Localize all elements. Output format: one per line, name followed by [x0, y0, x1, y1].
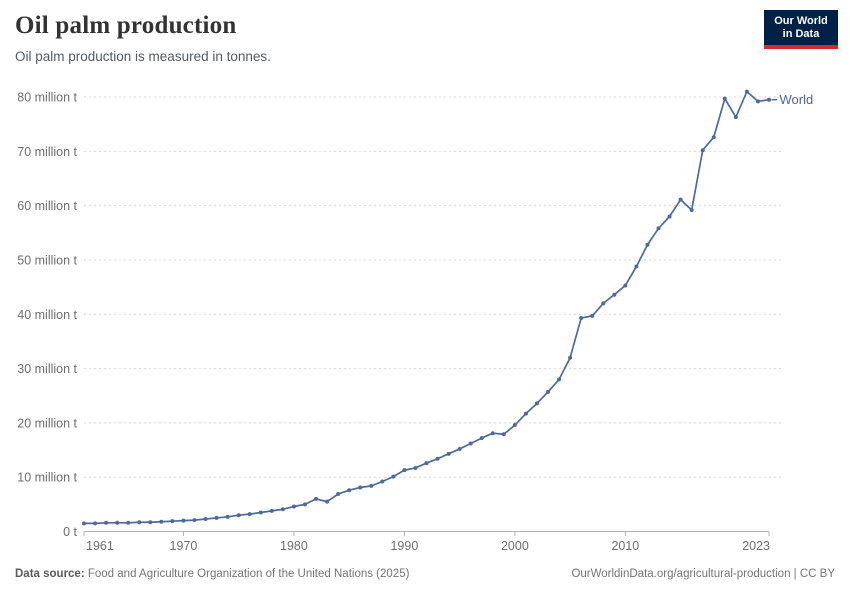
- data-point[interactable]: [501, 432, 506, 437]
- data-point[interactable]: [568, 355, 573, 360]
- data-point[interactable]: [479, 436, 484, 441]
- data-point[interactable]: [192, 518, 197, 523]
- data-point[interactable]: [678, 197, 683, 202]
- data-point[interactable]: [148, 520, 153, 525]
- x-tick-label: 2023: [742, 539, 770, 553]
- data-point[interactable]: [93, 521, 98, 526]
- data-point[interactable]: [358, 485, 363, 490]
- data-point[interactable]: [291, 504, 296, 509]
- x-tick-label: 1970: [170, 539, 198, 553]
- attribution-link[interactable]: OurWorldinData.org/agricultural-producti…: [571, 568, 835, 580]
- data-point[interactable]: [601, 301, 606, 306]
- data-point[interactable]: [512, 423, 517, 428]
- y-tick-label: 0 t: [63, 525, 77, 539]
- data-point[interactable]: [413, 465, 418, 470]
- x-tick-label: 1980: [280, 539, 308, 553]
- data-source-text: Food and Agriculture Organization of the…: [84, 568, 410, 580]
- data-point[interactable]: [347, 488, 352, 493]
- data-point[interactable]: [457, 446, 462, 451]
- data-point[interactable]: [490, 431, 495, 436]
- y-tick-label: 40 million t: [17, 308, 77, 322]
- plot-area: 0 t 10 million t 20 million t 30 million t 4…: [17, 89, 814, 553]
- data-point[interactable]: [435, 456, 440, 461]
- data-source-label: Data source:: [15, 568, 85, 580]
- y-tick-label: 80 million t: [17, 91, 77, 105]
- data-point[interactable]: [700, 148, 705, 153]
- data-point[interactable]: [380, 479, 385, 484]
- data-point[interactable]: [424, 461, 429, 466]
- data-point[interactable]: [137, 520, 142, 525]
- data-point[interactable]: [225, 514, 230, 519]
- data-point[interactable]: [402, 468, 407, 473]
- x-tick-label: 1961: [86, 539, 114, 553]
- y-tick-label: 70 million t: [17, 145, 77, 159]
- data-point[interactable]: [667, 214, 672, 219]
- data-point[interactable]: [170, 519, 175, 524]
- x-tick-label: 1990: [390, 539, 418, 553]
- data-point[interactable]: [656, 226, 661, 231]
- data-point[interactable]: [722, 96, 727, 101]
- owid-logo-line2: in Data: [782, 28, 820, 40]
- y-axis: 0 t 10 million t 20 million t 30 million t 4…: [17, 91, 784, 539]
- data-point[interactable]: [302, 502, 307, 507]
- data-point[interactable]: [314, 496, 319, 501]
- data-point[interactable]: [744, 89, 749, 94]
- chart-header: Oil palm production Oil palm production …: [15, 12, 271, 64]
- data-point[interactable]: [214, 515, 219, 520]
- data-point[interactable]: [557, 377, 562, 382]
- chart-footer: Data source: Food and Agriculture Organi…: [15, 568, 835, 580]
- data-point[interactable]: [468, 441, 473, 446]
- data-point[interactable]: [767, 97, 771, 102]
- data-point[interactable]: [689, 207, 694, 212]
- y-tick-label: 10 million t: [17, 471, 77, 485]
- entity-label[interactable]: World: [780, 92, 814, 107]
- data-point[interactable]: [369, 483, 374, 488]
- data-point[interactable]: [247, 512, 252, 517]
- data-source: Data source: Food and Agriculture Organi…: [15, 568, 409, 580]
- data-point[interactable]: [755, 99, 760, 104]
- x-tick-label: 2010: [611, 539, 639, 553]
- data-point[interactable]: [203, 517, 208, 522]
- data-point[interactable]: [623, 283, 628, 288]
- data-point[interactable]: [115, 520, 120, 525]
- y-tick-label: 30 million t: [17, 362, 77, 376]
- series-line[interactable]: [83, 90, 770, 525]
- y-tick-label: 50 million t: [17, 253, 77, 267]
- data-point[interactable]: [181, 518, 186, 523]
- data-point[interactable]: [258, 510, 263, 515]
- data-point[interactable]: [590, 313, 595, 318]
- data-point[interactable]: [269, 508, 274, 513]
- data-point[interactable]: [236, 513, 241, 518]
- chart-title: Oil palm production: [15, 12, 237, 39]
- data-point[interactable]: [546, 389, 551, 394]
- data-point[interactable]: [159, 519, 164, 524]
- y-tick-label: 60 million t: [17, 199, 77, 213]
- x-tick-label: 2000: [501, 539, 529, 553]
- data-point[interactable]: [126, 520, 131, 525]
- data-point[interactable]: [634, 264, 639, 269]
- data-point[interactable]: [280, 507, 285, 512]
- data-point[interactable]: [446, 451, 451, 456]
- data-point[interactable]: [579, 316, 584, 321]
- data-point[interactable]: [325, 499, 330, 504]
- data-point[interactable]: [534, 401, 539, 406]
- data-point[interactable]: [733, 115, 738, 120]
- x-axis: 1961 1970 1980 1990 2000 2010 2023: [83, 531, 770, 553]
- data-point[interactable]: [645, 242, 650, 247]
- data-point[interactable]: [612, 292, 617, 297]
- data-point[interactable]: [336, 492, 341, 497]
- data-point[interactable]: [391, 474, 396, 479]
- owid-logo-line1: Our World: [774, 15, 828, 27]
- data-point[interactable]: [104, 520, 109, 525]
- data-point[interactable]: [711, 135, 716, 140]
- y-tick-label: 20 million t: [17, 416, 77, 430]
- data-point[interactable]: [523, 411, 528, 416]
- chart-subtitle: Oil palm production is measured in tonne…: [15, 49, 271, 64]
- owid-logo[interactable]: Our World in Data: [764, 10, 838, 49]
- series-world[interactable]: World: [82, 89, 814, 526]
- data-point[interactable]: [82, 521, 86, 526]
